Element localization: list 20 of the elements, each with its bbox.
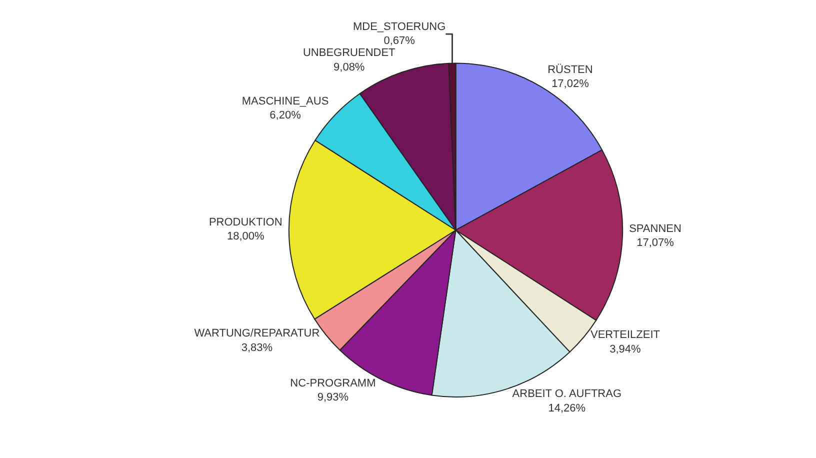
slice-label: MASCHINE_AUS — [242, 95, 329, 108]
slice-label: PRODUKTION — [208, 216, 282, 228]
slice-label: UNBEGRUENDET — [302, 47, 396, 60]
slice-label: RÜSTEN — [548, 62, 593, 76]
data-label: 18,00% — [226, 230, 264, 243]
slice-label: MDE_STOERUNG — [352, 20, 446, 33]
slice-label: SPANNEN — [629, 222, 682, 235]
data-label: 0,67% — [384, 35, 416, 48]
data-label: 3,83% — [241, 342, 273, 354]
slice-label: NC-PROGRAMM — [290, 377, 376, 390]
slice-label: WARTUNG/REPARATUR — [194, 327, 320, 340]
slice-label: VERTEILZEIT — [590, 329, 660, 342]
data-label: 14,26% — [548, 402, 586, 414]
data-label: 9,08% — [334, 62, 365, 74]
data-label: 17,07% — [636, 237, 674, 250]
data-label: 9,93% — [317, 392, 349, 404]
data-label: 3,94% — [610, 343, 642, 356]
slice-label: ARBEIT O. AUFTRAG — [512, 388, 622, 400]
data-label: 6,20% — [270, 110, 302, 122]
data-label: 17,02% — [552, 78, 590, 90]
